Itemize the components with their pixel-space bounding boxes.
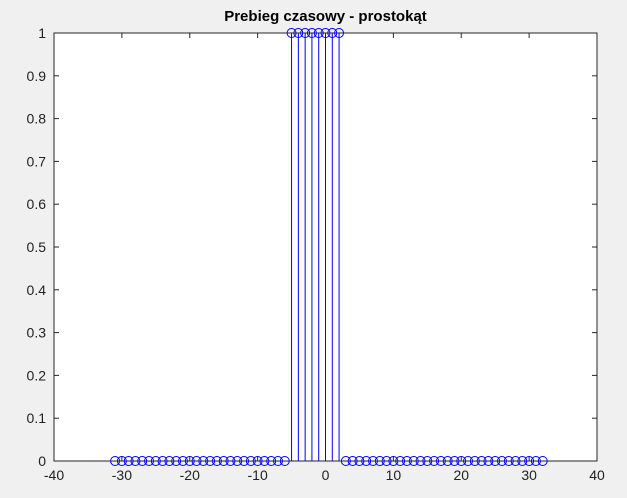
stem-marker xyxy=(381,456,392,466)
stem-marker xyxy=(177,456,188,466)
stem-marker xyxy=(361,456,372,466)
stem-marker xyxy=(340,456,351,466)
stem-marker xyxy=(334,28,345,38)
stem-marker xyxy=(503,456,514,466)
stem-marker xyxy=(463,456,474,466)
stem-marker xyxy=(144,456,155,466)
stem-marker xyxy=(110,456,121,466)
stem-marker xyxy=(205,456,216,466)
stem-marker xyxy=(157,456,168,466)
y-tick-label: 0.7 xyxy=(27,153,47,169)
stem-marker xyxy=(476,456,487,466)
stem-marker xyxy=(530,456,541,466)
x-tick-label: 30 xyxy=(521,467,537,483)
stem-marker xyxy=(537,456,548,466)
stem-marker xyxy=(191,456,202,466)
stem-marker xyxy=(218,456,229,466)
y-tick-label: 0.4 xyxy=(27,282,47,298)
stem-marker xyxy=(354,456,365,466)
y-tick-label: 0 xyxy=(38,453,46,469)
stem-marker xyxy=(184,456,195,466)
stem-marker xyxy=(171,456,182,466)
stem-marker xyxy=(401,456,412,466)
stem-series xyxy=(110,28,548,466)
stem-marker xyxy=(239,456,250,466)
y-tick-label: 0.5 xyxy=(27,239,47,255)
y-tick-label: 0.6 xyxy=(27,196,47,212)
x-tick-label: 20 xyxy=(453,467,469,483)
y-tick-label: 1 xyxy=(38,25,46,41)
stem-marker xyxy=(116,456,127,466)
stem-marker xyxy=(510,456,521,466)
stem-marker xyxy=(245,456,256,466)
stem-marker xyxy=(395,456,406,466)
stem-marker xyxy=(469,456,480,466)
stem-marker xyxy=(286,28,297,38)
stem-marker xyxy=(368,456,379,466)
x-tick-label: 40 xyxy=(589,467,605,483)
stem-marker xyxy=(388,456,399,466)
stem-marker xyxy=(198,456,209,466)
x-tick-label: 0 xyxy=(322,467,330,483)
stem-marker xyxy=(279,456,290,466)
x-tick-label: -30 xyxy=(112,467,132,483)
stem-marker xyxy=(137,456,148,466)
stem-marker xyxy=(449,456,460,466)
stem-marker xyxy=(225,456,236,466)
x-axis: -40 -30 -20 -10 0 10 20 30 40 xyxy=(44,33,605,483)
stem-marker xyxy=(483,456,494,466)
stem-marker xyxy=(422,456,433,466)
stem-marker xyxy=(408,456,419,466)
y-axis: 0 0.1 0.2 0.3 0.4 0.5 0.6 0.7 0.8 0.9 1 xyxy=(27,25,597,469)
stem-marker xyxy=(490,456,501,466)
stem-marker xyxy=(313,28,324,38)
stem-marker xyxy=(496,456,507,466)
stem-marker xyxy=(517,456,528,466)
y-tick-label: 0.8 xyxy=(27,111,47,127)
chart-title: Prebieg czasowy - prostokąt xyxy=(224,8,427,25)
stem-marker xyxy=(442,456,453,466)
y-tick-label: 0.3 xyxy=(27,325,47,341)
stem-marker xyxy=(435,456,446,466)
stem-marker xyxy=(374,456,385,466)
stem-marker xyxy=(259,456,270,466)
stem-marker xyxy=(320,28,331,38)
stem-marker xyxy=(293,28,304,38)
stem-marker xyxy=(252,456,263,466)
stem-marker xyxy=(415,456,426,466)
stem-marker xyxy=(164,456,175,466)
stem-marker xyxy=(327,28,338,38)
stem-marker xyxy=(266,456,277,466)
stem-marker xyxy=(347,456,358,466)
stem-marker xyxy=(232,456,243,466)
x-tick-label: 10 xyxy=(386,467,402,483)
stem-marker xyxy=(456,456,467,466)
stem-marker xyxy=(211,456,222,466)
stem-marker xyxy=(524,456,535,466)
stem-marker xyxy=(300,28,311,38)
y-tick-label: 0.1 xyxy=(27,410,47,426)
y-tick-label: 0.9 xyxy=(27,68,47,84)
stem-marker xyxy=(150,456,161,466)
stem-marker xyxy=(272,456,283,466)
stem-marker xyxy=(123,456,134,466)
stem-marker xyxy=(130,456,141,466)
x-tick-label: -20 xyxy=(180,467,200,483)
y-tick-label: 0.2 xyxy=(27,367,47,383)
x-tick-label: -40 xyxy=(44,467,64,483)
stem-marker xyxy=(429,456,440,466)
stem-marker xyxy=(306,28,317,38)
x-tick-label: -10 xyxy=(248,467,268,483)
